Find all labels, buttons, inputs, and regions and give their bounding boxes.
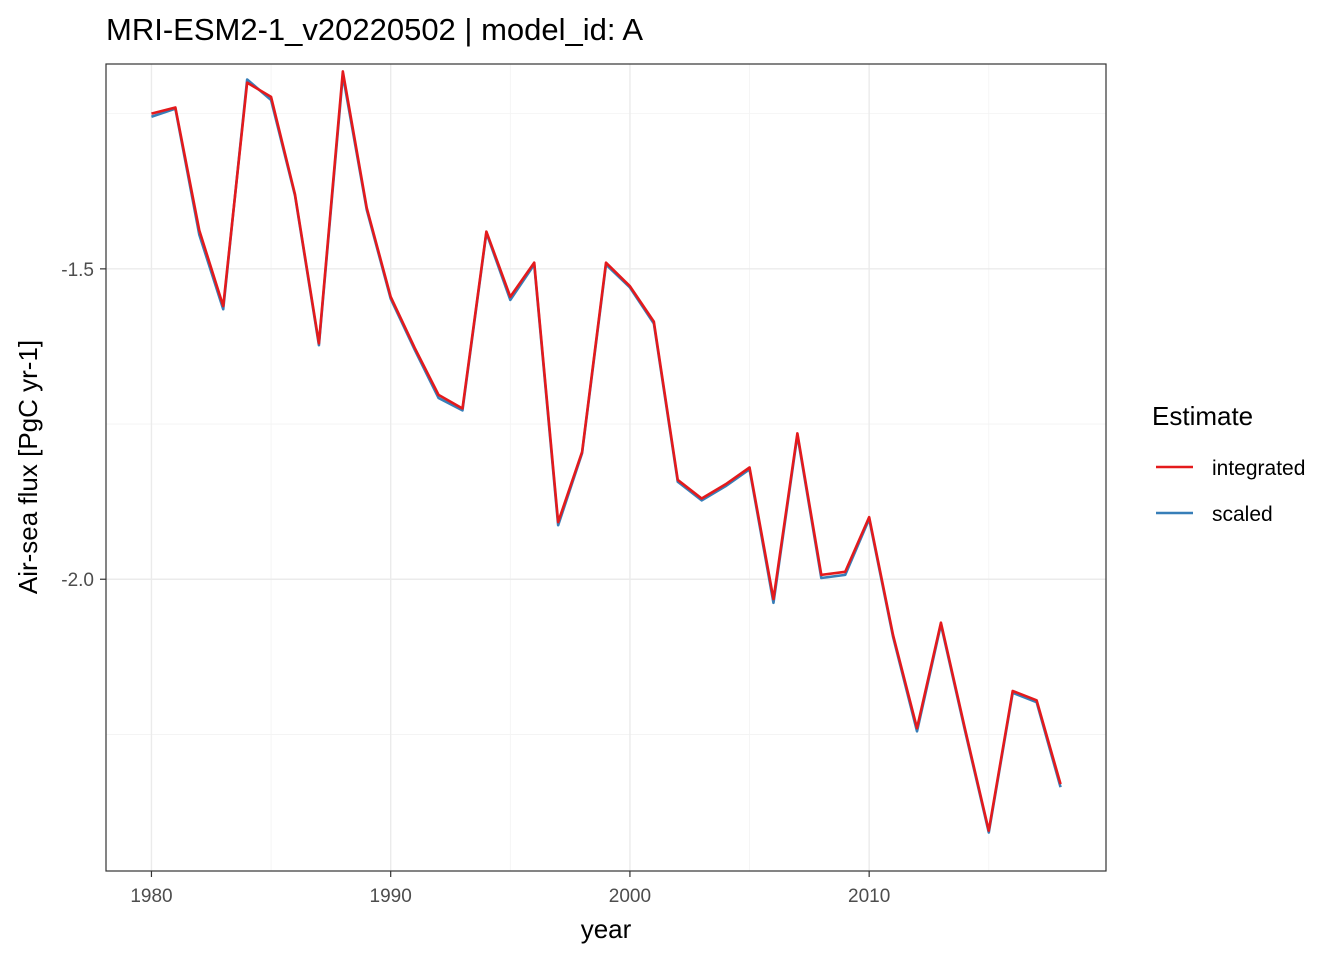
x-tick-label: 1990: [370, 886, 412, 907]
minor-gridlines: [106, 64, 1106, 871]
x-tick-label: 2010: [848, 886, 890, 907]
legend-label-scaled: scaled: [1212, 503, 1273, 526]
x-tick-label: 2000: [609, 886, 651, 907]
legend: Estimate integrated scaled: [1152, 401, 1305, 526]
plot-panel: [105, 63, 1107, 872]
y-axis: -2.0 -1.5: [61, 260, 106, 591]
panel-border: [105, 63, 1107, 872]
x-tick-label: 1980: [130, 886, 172, 907]
legend-title: Estimate: [1152, 401, 1253, 431]
y-tick-label: -1.5: [61, 260, 94, 281]
chart-title: MRI-ESM2-1_v20220502 | model_id: A: [106, 12, 643, 47]
series-lines: [151, 70, 1062, 834]
legend-label-integrated: integrated: [1212, 457, 1305, 480]
y-axis-title: Air-sea flux [PgC yr-1]: [13, 340, 43, 594]
series-line-integrated: [151, 70, 1062, 832]
x-axis-title: year: [581, 914, 632, 944]
y-tick-label: -2.0: [61, 570, 94, 591]
x-axis: 1980 1990 2000 2010: [130, 871, 890, 907]
